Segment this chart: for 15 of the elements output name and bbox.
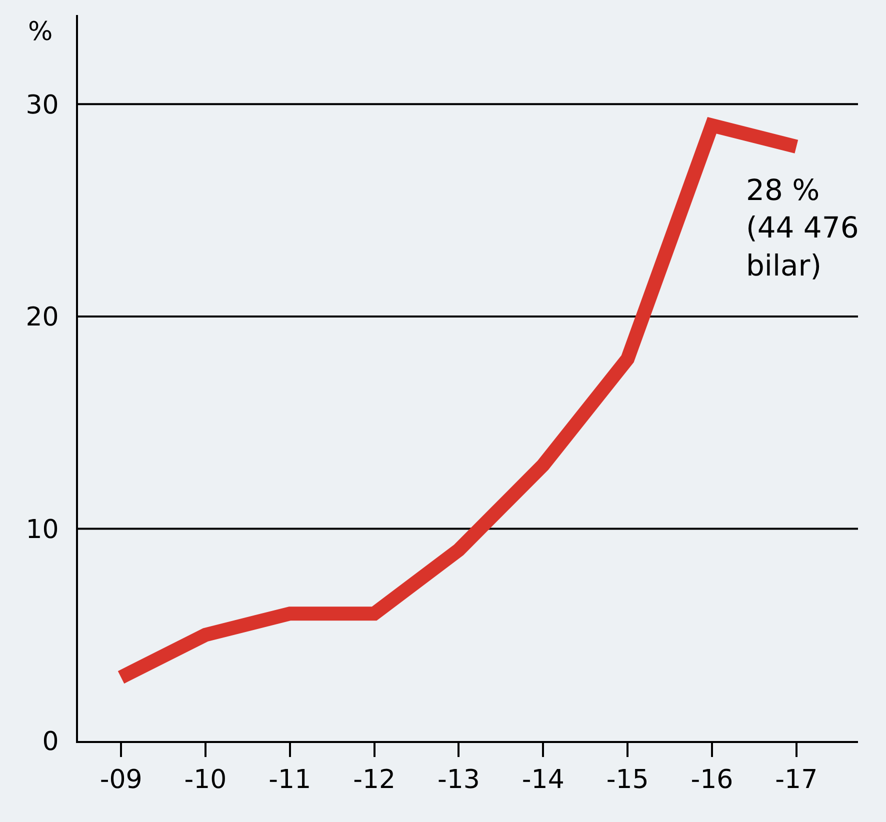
- annotation: 28 % (44 476 bilar): [746, 173, 859, 282]
- x-tick-label: -15: [606, 765, 649, 796]
- y-tick-label: 20: [26, 302, 59, 333]
- x-tick-label: -13: [437, 765, 480, 796]
- x-tick-label: -17: [775, 765, 818, 796]
- x-tick-label: -12: [353, 765, 396, 796]
- x-tick-label: -16: [690, 765, 734, 796]
- y-tick-label: 30: [26, 90, 59, 120]
- y-tick-label: 0: [42, 727, 59, 758]
- x-tick-label: -10: [184, 765, 227, 796]
- y-axis-title: %: [28, 17, 53, 47]
- x-tick-label: -09: [100, 765, 142, 796]
- x-tick-label: -11: [268, 765, 312, 796]
- y-tick-label: 10: [26, 514, 59, 545]
- x-tick-label: -14: [522, 765, 564, 796]
